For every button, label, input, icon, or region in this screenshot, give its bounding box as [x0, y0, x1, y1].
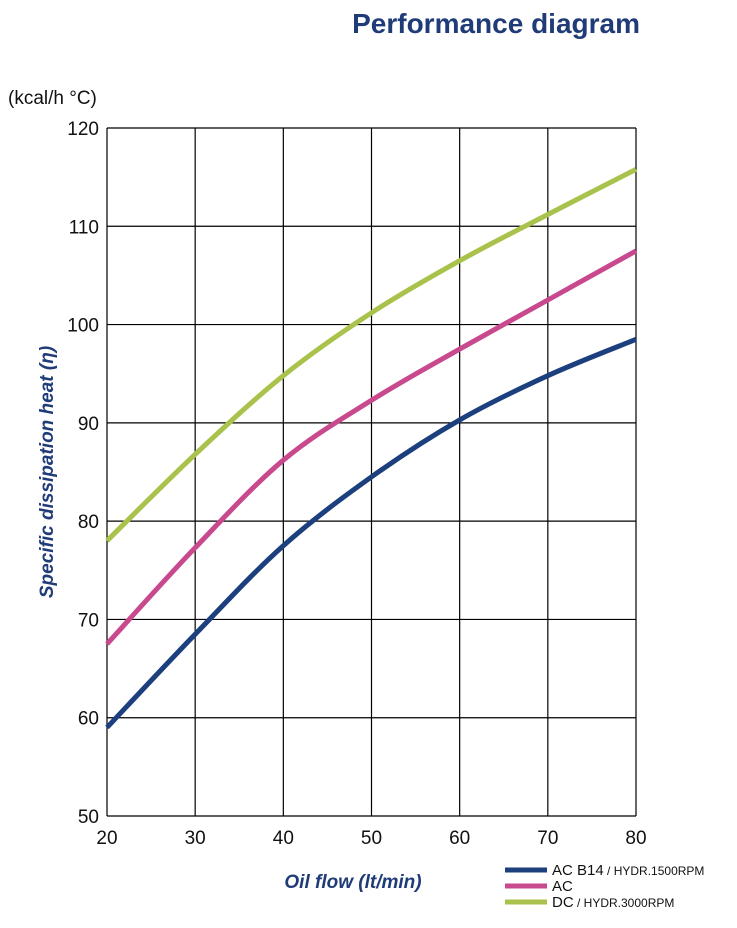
y-tick-label: 90: [78, 414, 99, 435]
x-tick-label: 20: [96, 828, 117, 849]
legend-label-acb14: AC B14 / HYDR.1500RPM: [552, 862, 704, 879]
legend-sub-text: / HYDR.1500RPM: [604, 864, 705, 878]
legend-label-dc: DC / HYDR.3000RPM: [552, 894, 674, 911]
y-tick-label: 120: [67, 119, 99, 140]
legend-main-text: AC B14: [552, 862, 604, 879]
y-tick-label: 60: [78, 709, 99, 730]
y-tick-label: 110: [69, 217, 99, 238]
x-axis-label: Oil flow (lt/min): [284, 872, 421, 893]
y-tick-label: 70: [78, 610, 99, 631]
y-unit-label: (kcal/h °C): [8, 88, 97, 109]
x-tick-label: 70: [537, 828, 558, 849]
series-line-ac: [105, 248, 638, 646]
tick-labels: 20 30 40 50 60 70 80 50 60 70 80 90 100 110 120: [67, 119, 646, 849]
legend-sub-text: / HYDR.3000RPM: [574, 896, 675, 910]
series-line-dc: [105, 167, 638, 543]
x-tick-label: 50: [361, 828, 382, 849]
grid-lines: [106, 127, 637, 817]
y-tick-label: 80: [78, 512, 99, 533]
legend-main-text: DC: [552, 894, 574, 911]
legend-label-ac: AC: [552, 878, 573, 895]
series-line-acb14: [105, 336, 637, 730]
series-lines: [105, 167, 638, 730]
y-tick-label: 100: [67, 316, 99, 337]
y-tick-label: 50: [78, 807, 99, 828]
y-axis-label: Specific dissipation heat (η): [37, 346, 58, 598]
legend-main-text: AC: [552, 878, 573, 895]
x-tick-label: 80: [625, 828, 646, 849]
x-tick-label: 30: [185, 828, 206, 849]
x-tick-label: 40: [273, 828, 294, 849]
chart-title: Performance diagram: [352, 8, 640, 39]
x-tick-label: 60: [449, 828, 470, 849]
